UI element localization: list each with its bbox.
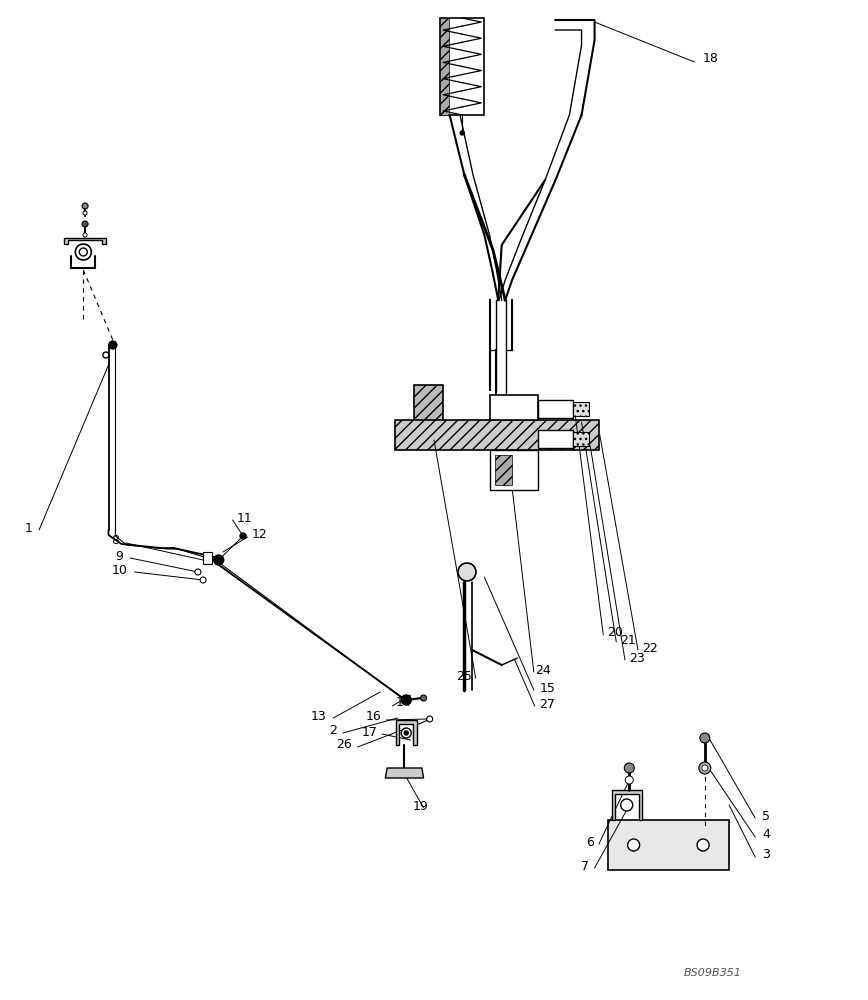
Circle shape — [401, 695, 411, 705]
Circle shape — [460, 131, 464, 135]
Text: 1: 1 — [24, 522, 32, 534]
Text: 9: 9 — [115, 550, 123, 564]
Circle shape — [83, 211, 87, 215]
Circle shape — [103, 352, 108, 358]
Polygon shape — [538, 400, 573, 418]
Circle shape — [628, 839, 640, 851]
Polygon shape — [573, 432, 589, 446]
Text: 23: 23 — [629, 652, 645, 664]
Text: 10: 10 — [112, 564, 128, 576]
Text: 25: 25 — [457, 670, 472, 682]
Circle shape — [201, 577, 206, 583]
Polygon shape — [490, 395, 538, 420]
Text: 22: 22 — [642, 642, 658, 654]
Text: 8: 8 — [111, 534, 119, 548]
Polygon shape — [440, 18, 484, 115]
Polygon shape — [64, 238, 106, 244]
Text: 20: 20 — [608, 626, 623, 639]
Text: 17: 17 — [362, 726, 378, 738]
Polygon shape — [385, 768, 424, 778]
Text: 12: 12 — [252, 528, 267, 542]
Circle shape — [624, 763, 635, 773]
Circle shape — [702, 765, 707, 771]
Circle shape — [82, 221, 88, 227]
Circle shape — [700, 733, 710, 743]
Text: 14: 14 — [396, 696, 411, 710]
Text: 13: 13 — [311, 710, 326, 722]
Polygon shape — [495, 455, 512, 485]
Text: 19: 19 — [413, 800, 429, 812]
Polygon shape — [490, 450, 538, 490]
Text: 26: 26 — [336, 738, 352, 752]
Text: 11: 11 — [237, 512, 253, 524]
Circle shape — [699, 762, 711, 774]
Circle shape — [79, 248, 88, 256]
Text: 24: 24 — [536, 664, 551, 676]
Circle shape — [697, 839, 709, 851]
Circle shape — [621, 799, 633, 811]
Polygon shape — [608, 820, 729, 870]
Text: 2: 2 — [329, 724, 337, 738]
Polygon shape — [414, 385, 443, 440]
Text: 4: 4 — [762, 828, 770, 842]
Polygon shape — [538, 430, 573, 448]
Polygon shape — [573, 402, 589, 416]
Circle shape — [427, 716, 432, 722]
Text: 15: 15 — [540, 682, 556, 694]
Circle shape — [195, 569, 201, 575]
Text: BS09B351: BS09B351 — [684, 968, 742, 978]
Polygon shape — [203, 552, 212, 564]
Circle shape — [214, 555, 224, 565]
Text: 6: 6 — [586, 836, 594, 848]
Text: 16: 16 — [366, 710, 382, 724]
Circle shape — [404, 731, 408, 735]
Text: 21: 21 — [621, 634, 636, 647]
Circle shape — [625, 776, 634, 784]
Circle shape — [108, 341, 117, 349]
Circle shape — [421, 695, 426, 701]
Text: 3: 3 — [762, 848, 770, 860]
Text: 5: 5 — [762, 810, 770, 822]
Circle shape — [458, 563, 476, 581]
Text: 7: 7 — [581, 859, 589, 872]
Circle shape — [76, 244, 91, 260]
Circle shape — [240, 533, 246, 539]
Circle shape — [83, 233, 87, 237]
Text: 27: 27 — [539, 698, 555, 710]
Circle shape — [82, 203, 88, 209]
Circle shape — [401, 728, 411, 738]
Polygon shape — [612, 790, 642, 820]
Polygon shape — [396, 720, 417, 745]
Polygon shape — [395, 420, 599, 450]
Text: 18: 18 — [703, 51, 719, 64]
Polygon shape — [440, 18, 449, 115]
